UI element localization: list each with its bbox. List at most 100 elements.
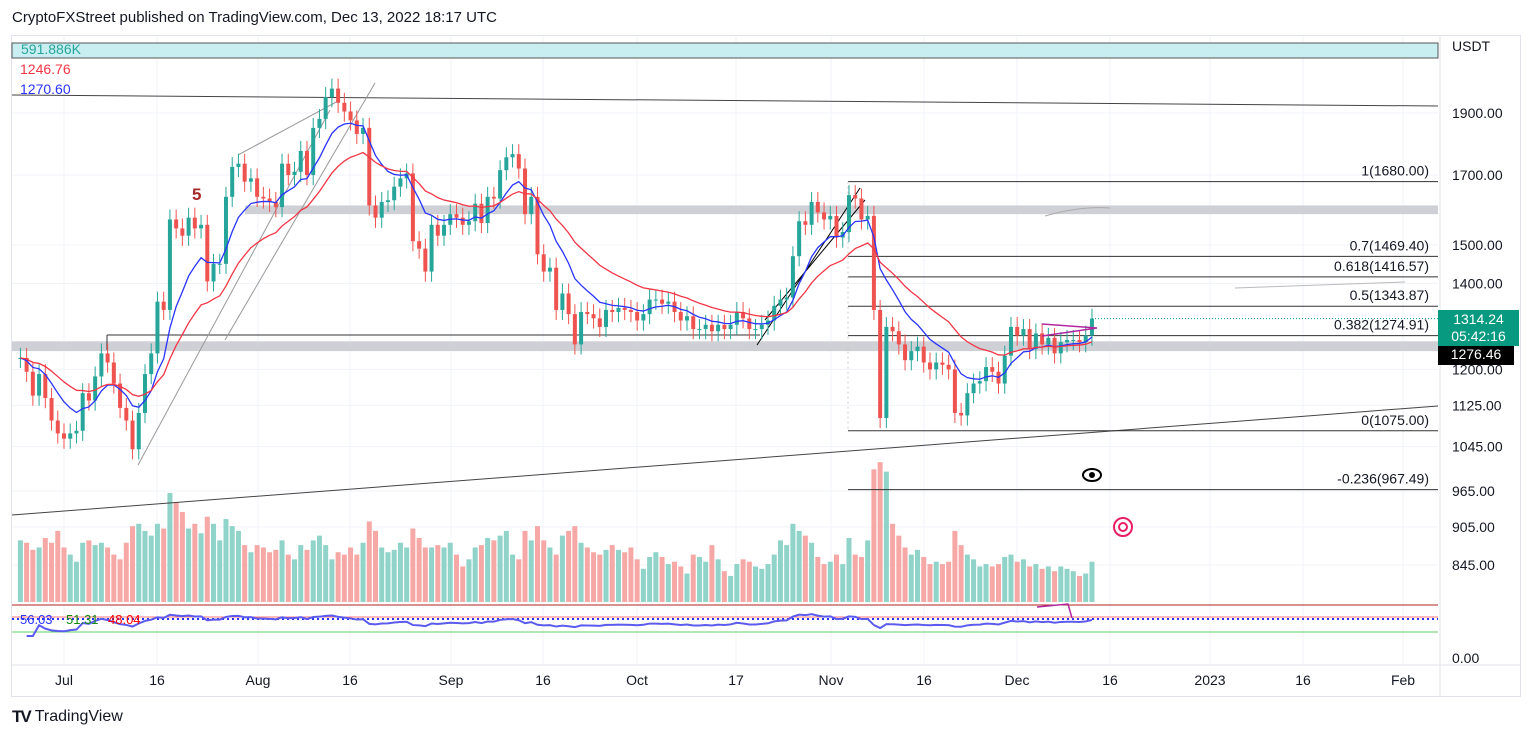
volume-bar <box>1033 564 1039 602</box>
candle-body <box>498 170 503 199</box>
volume-bar <box>634 559 640 602</box>
candle <box>572 304 577 355</box>
candle-body <box>927 362 932 370</box>
volume-bar <box>684 573 690 602</box>
volume-bar <box>784 545 790 602</box>
candle <box>772 295 777 331</box>
candle <box>853 185 858 209</box>
candle <box>74 420 79 444</box>
volume-bar <box>1008 554 1014 602</box>
price-tick-label: 965.00 <box>1452 483 1495 499</box>
candle <box>523 158 528 225</box>
x-tick-label: 16 <box>916 672 932 688</box>
candle-body <box>778 299 783 306</box>
candle-body <box>149 353 154 375</box>
candle <box>491 186 496 209</box>
candle-body <box>809 201 814 225</box>
candle-body <box>479 203 484 224</box>
candle <box>878 299 883 429</box>
candle <box>161 291 166 321</box>
candle <box>610 299 615 323</box>
volume-bar <box>329 559 335 602</box>
candle-body <box>248 178 253 182</box>
candle <box>255 168 260 207</box>
candle-body <box>460 217 465 225</box>
candle-body <box>466 221 471 225</box>
candle-body <box>797 221 802 257</box>
candle <box>790 246 795 308</box>
volume-bar <box>709 545 715 602</box>
volume-bar <box>204 516 210 602</box>
candle <box>242 153 247 192</box>
candle-body <box>940 362 945 365</box>
chart-frame[interactable] <box>11 35 1521 697</box>
candle-body <box>504 157 509 171</box>
candle-body <box>890 326 895 332</box>
candle-body <box>977 381 982 384</box>
candle <box>822 202 827 230</box>
fib-level-label: 1(1680.00) <box>1361 163 1429 179</box>
volume-bar <box>136 523 142 602</box>
volume-bar <box>186 528 192 602</box>
candle-body <box>647 299 652 315</box>
candle <box>728 314 733 340</box>
volume-bar <box>690 554 696 602</box>
candle <box>55 410 60 444</box>
volume-bar <box>665 564 671 602</box>
candle <box>1065 330 1070 353</box>
candle-body <box>311 127 316 176</box>
volume-bar <box>211 523 217 602</box>
candle <box>616 297 621 323</box>
candle-body <box>130 420 135 450</box>
candle <box>43 364 48 409</box>
price-tick-label: 1900.00 <box>1452 105 1503 121</box>
volume-bar <box>591 552 597 602</box>
candle-body <box>298 150 303 172</box>
candle-body <box>336 88 341 103</box>
candle <box>927 352 932 380</box>
candle-body <box>1015 326 1020 336</box>
volume-bar <box>759 568 765 602</box>
volume-bar <box>996 564 1001 602</box>
x-tick-label: 16 <box>535 672 551 688</box>
volume-bar <box>460 566 466 602</box>
candle <box>734 302 739 335</box>
price-tick-label: 1500.00 <box>1452 237 1503 253</box>
price-tick-label: 1400.00 <box>1452 275 1503 291</box>
candle <box>217 253 222 274</box>
volume-bar <box>404 547 410 602</box>
candle-body <box>55 420 60 434</box>
volume-bar <box>491 540 497 602</box>
volume-bar <box>977 566 983 602</box>
x-tick-label: Sep <box>439 672 464 688</box>
candle-body <box>1052 337 1057 354</box>
volume-bar <box>304 549 310 602</box>
candle-body <box>417 241 422 249</box>
tradingview-logo[interactable]: TV TradingView <box>12 707 123 727</box>
volume-bar <box>298 545 304 602</box>
candle-body <box>604 309 609 327</box>
volume-bar <box>672 561 678 602</box>
candle <box>641 304 646 331</box>
candle-body <box>93 376 98 401</box>
candle-body <box>124 407 129 421</box>
candle <box>149 343 154 385</box>
x-tick-label: 16 <box>1102 672 1118 688</box>
candle <box>24 347 29 382</box>
candle <box>342 92 347 122</box>
candle <box>373 195 378 228</box>
volume-bar <box>341 554 347 602</box>
volume-bar <box>497 535 503 602</box>
candle-body <box>80 393 85 431</box>
candle-body <box>915 346 920 352</box>
candle-body <box>342 102 347 112</box>
candle <box>1058 332 1063 364</box>
candle <box>591 304 596 329</box>
candle-body <box>68 433 73 439</box>
candle <box>367 117 372 216</box>
volume-bar <box>61 547 67 602</box>
volume-bar <box>49 542 55 602</box>
candle-body <box>853 195 858 199</box>
volume-bar <box>703 561 709 602</box>
